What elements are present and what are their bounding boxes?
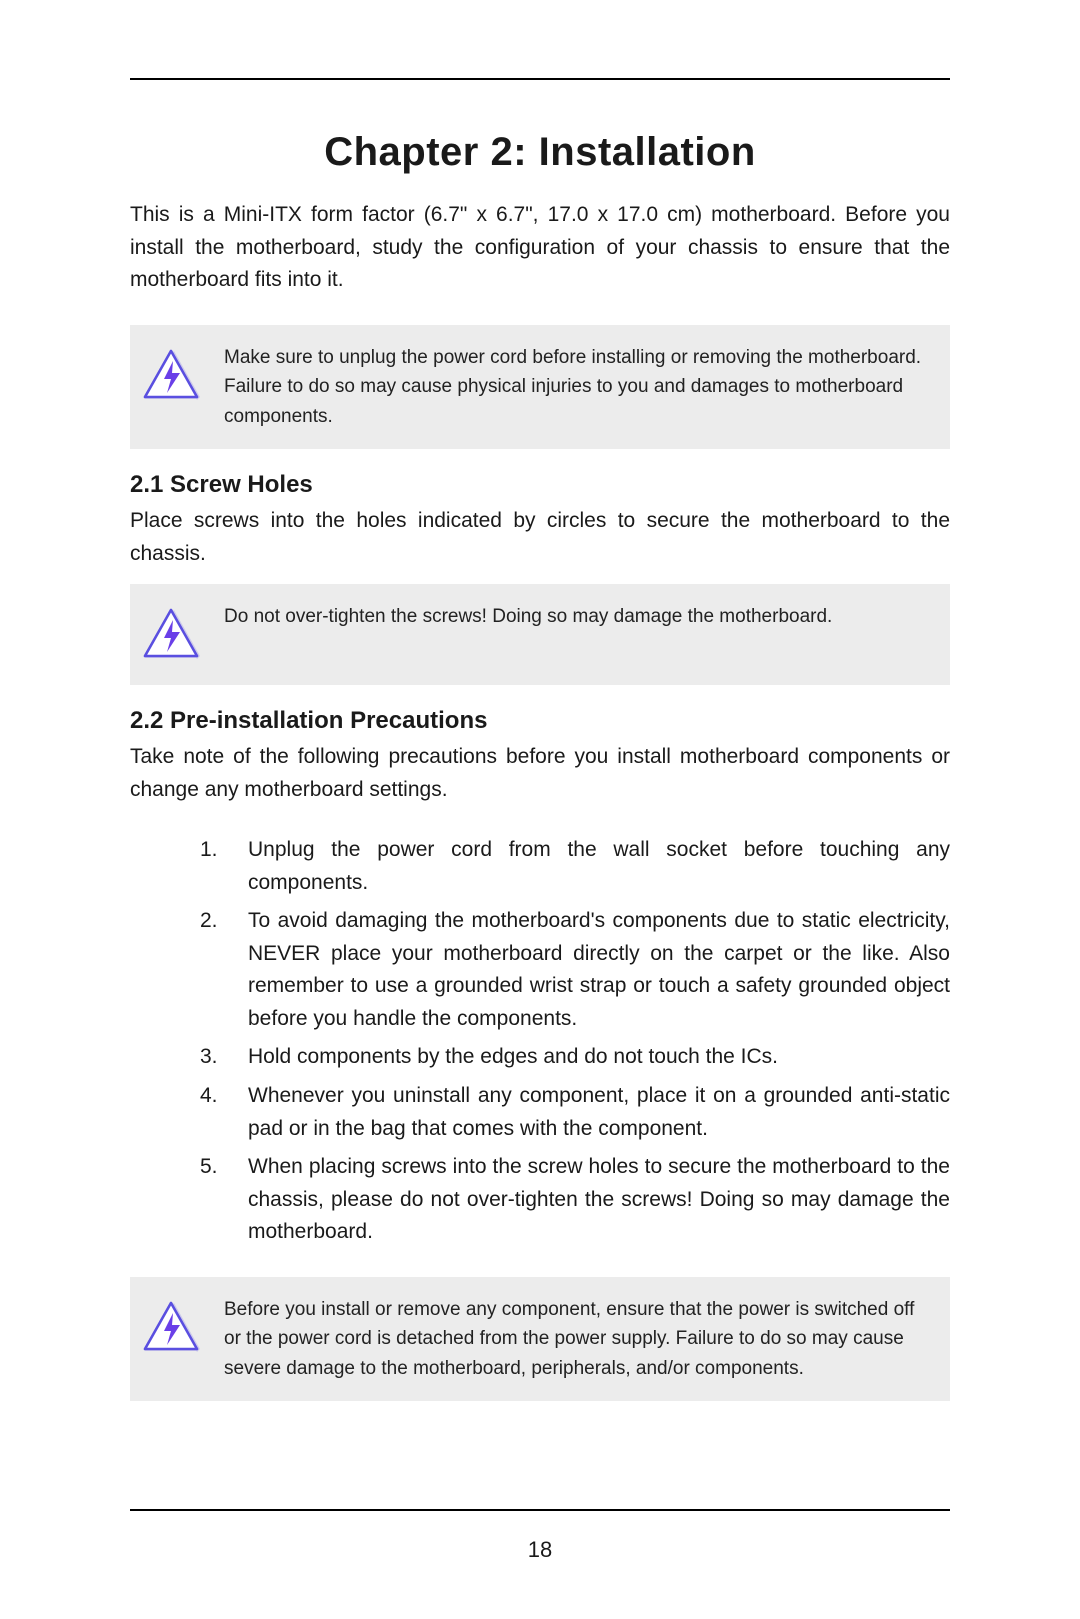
top-horizontal-rule: [130, 78, 950, 80]
lightning-warning-icon: [140, 604, 202, 667]
precaution-text: Whenever you uninstall any component, pl…: [248, 1084, 950, 1140]
precaution-text: When placing screws into the screw holes…: [248, 1155, 950, 1243]
document-page: Chapter 2: Installation This is a Mini-I…: [0, 0, 1080, 1619]
page-footer: 18: [130, 1509, 950, 1563]
section-2-2-title: 2.2 Pre-installation Precautions: [130, 707, 950, 735]
warning-callout-1-text: Make sure to unplug the power cord befor…: [224, 343, 930, 431]
section-2-1-title: 2.1 Screw Holes: [130, 471, 950, 499]
precaution-text: Unplug the power cord from the wall sock…: [248, 838, 950, 894]
precaution-number: 4.: [200, 1080, 238, 1113]
chapter-title: Chapter 2: Installation: [130, 130, 950, 175]
precaution-text: To avoid damaging the motherboard's comp…: [248, 909, 950, 1030]
precaution-number: 5.: [200, 1151, 238, 1184]
section-2-1-body: Place screws into the holes indicated by…: [130, 505, 950, 570]
precautions-list: 1. Unplug the power cord from the wall s…: [130, 834, 950, 1249]
precaution-item: 2. To avoid damaging the motherboard's c…: [200, 905, 950, 1035]
precaution-number: 1.: [200, 834, 238, 867]
warning-callout-1: Make sure to unplug the power cord befor…: [130, 325, 950, 449]
precaution-item: 4. Whenever you uninstall any component,…: [200, 1080, 950, 1145]
precaution-item: 3. Hold components by the edges and do n…: [200, 1041, 950, 1074]
precaution-number: 2.: [200, 905, 238, 938]
precaution-number: 3.: [200, 1041, 238, 1074]
precaution-item: 1. Unplug the power cord from the wall s…: [200, 834, 950, 899]
section-2-2-body: Take note of the following precautions b…: [130, 741, 950, 806]
warning-callout-2-text: Do not over-tighten the screws! Doing so…: [224, 602, 832, 631]
warning-callout-2: Do not over-tighten the screws! Doing so…: [130, 584, 950, 685]
precaution-item: 5. When placing screws into the screw ho…: [200, 1151, 950, 1249]
page-number: 18: [130, 1537, 950, 1563]
warning-callout-3-text: Before you install or remove any compone…: [224, 1295, 930, 1383]
chapter-intro-paragraph: This is a Mini-ITX form factor (6.7" x 6…: [130, 199, 950, 297]
lightning-warning-icon: [140, 1297, 202, 1360]
warning-callout-3: Before you install or remove any compone…: [130, 1277, 950, 1401]
lightning-warning-icon: [140, 345, 202, 408]
precaution-text: Hold components by the edges and do not …: [248, 1045, 778, 1068]
bottom-horizontal-rule: [130, 1509, 950, 1511]
